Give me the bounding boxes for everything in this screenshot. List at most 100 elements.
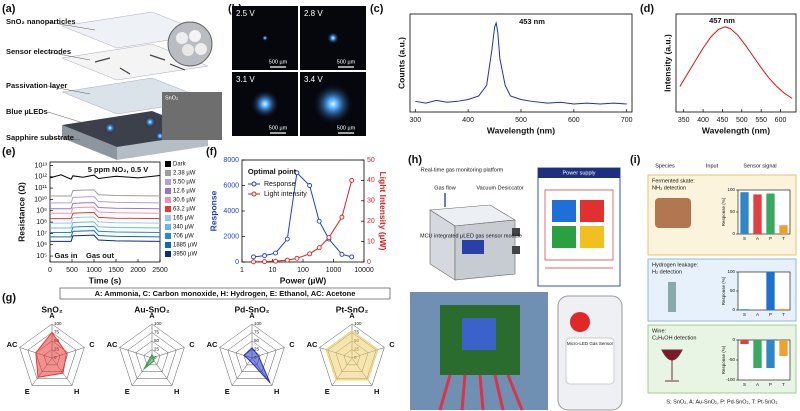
- category-label: A: [49, 311, 55, 320]
- legend-label: 12.6 µW: [173, 189, 196, 195]
- x-tick-label: 1: [240, 267, 244, 274]
- bar: [779, 340, 788, 356]
- connector: [512, 228, 520, 236]
- y-axis-label: Response (%): [721, 345, 726, 374]
- legend-swatch: [165, 251, 171, 257]
- category-label: E: [325, 387, 330, 396]
- r-tick-label: 25: [154, 347, 160, 352]
- x-tick-label: 1000: [86, 267, 102, 274]
- emission: [313, 84, 353, 124]
- category-label: H: [274, 387, 279, 396]
- panel-label: (d): [640, 3, 654, 15]
- annotation: 5 ppm NO₂, 0.5 V: [88, 165, 148, 174]
- x-tick-label: 700: [621, 117, 633, 124]
- marker: [339, 214, 345, 220]
- series-line: [50, 225, 161, 234]
- x-tick-label: 10000: [354, 267, 374, 274]
- annotation: Gas out: [86, 251, 114, 260]
- radar-spoke: [119, 347, 153, 359]
- caption-box: [59, 287, 391, 300]
- legend-swatch: [165, 197, 171, 203]
- legend-swatch: [165, 215, 171, 221]
- annotation: Gas in: [55, 251, 78, 260]
- x-tick-label: 400: [462, 117, 474, 124]
- column-header: Input: [706, 163, 719, 169]
- scale-bar-label: 500 µm: [269, 125, 288, 131]
- series-line: [415, 20, 627, 105]
- particle: [195, 43, 207, 55]
- device-schematic: SnO₂ SnO₂ nanoparticles Sensor electrode…: [6, 11, 222, 160]
- x-tick-label: S: [743, 382, 746, 387]
- category-label: C: [89, 340, 95, 349]
- x-tick-label: 2000: [130, 267, 146, 274]
- chamber-side: [454, 219, 516, 281]
- app-title: Micro-LED Gas Sensor: [567, 341, 614, 346]
- r-tick-label: 75: [154, 330, 160, 335]
- legend-label: 165 µW: [173, 216, 194, 222]
- scale-bar-label: 500 µm: [269, 59, 288, 65]
- r-tick-label: 100: [154, 321, 162, 326]
- y2-tick-label: 40: [367, 177, 375, 184]
- desiccator-label: Vacuum Desiccator: [476, 185, 523, 191]
- y-axis-label: Response (%): [721, 197, 726, 226]
- x-tick-label: 550: [755, 117, 767, 124]
- radar-area: [143, 353, 155, 370]
- series-line: [50, 196, 161, 204]
- x-tick-label: T: [782, 312, 785, 317]
- annotation: 457 nm: [709, 16, 735, 25]
- y-tick-label: 10⁸: [36, 219, 47, 226]
- bar: [753, 340, 762, 368]
- legend-label: 2.38 µW: [173, 171, 196, 177]
- series-line: [50, 221, 161, 229]
- legend-label: 63.2 µW: [173, 207, 196, 213]
- y-tick-label: 0: [732, 231, 735, 236]
- layer-label: Passivation layer: [6, 81, 67, 90]
- y-tick-label: 8000: [223, 157, 239, 164]
- r-tick-label: 50: [154, 338, 160, 343]
- marker: [316, 245, 322, 251]
- marker: [294, 170, 300, 176]
- radar-ring: [143, 349, 161, 366]
- x-tick-label: P: [769, 236, 772, 241]
- legend-label: 30.6 µW: [173, 198, 196, 204]
- y-tick-label: 100: [727, 269, 735, 274]
- y2-tick-label: 20: [367, 218, 375, 225]
- case-label: Fermented skate:: [652, 178, 695, 184]
- legend-swatch: [165, 233, 171, 239]
- y2-axis-label: Light Intensity (µW): [378, 171, 388, 250]
- marker: [326, 235, 332, 240]
- voltage-label: 3.1 V: [236, 75, 255, 84]
- y-tick-label: -50: [728, 357, 735, 362]
- radar-ring: [119, 323, 185, 386]
- legend-label: 706 µW: [173, 234, 194, 240]
- annotation: 453 nm: [519, 17, 545, 26]
- bar: [766, 340, 775, 368]
- series-line: [50, 234, 161, 242]
- marker: [294, 255, 300, 261]
- x-tick-label: 350: [678, 117, 690, 124]
- sensor-module: [462, 240, 484, 254]
- annotation: Optimal point: [248, 167, 297, 176]
- y-tick-label: 10⁹: [36, 208, 47, 215]
- r-tick-label: 100: [354, 321, 362, 326]
- marker: [339, 251, 345, 257]
- radar-area: [243, 347, 271, 384]
- y-tick-label: 0: [732, 307, 735, 312]
- led-glow: [144, 116, 156, 128]
- y-tick-label: 50: [730, 209, 736, 214]
- marker: [262, 253, 268, 259]
- radar-ring: [19, 323, 85, 386]
- x-tick-label: 500: [515, 117, 527, 124]
- led-photos: 2.5 V 2.8 V 3.1 V 3.4 V 500 µm 500 µm 50…: [232, 6, 366, 136]
- plot-frame: [409, 13, 633, 113]
- y2-tick-label: 0: [367, 259, 371, 266]
- radar-title: Pt-SnO₂: [336, 304, 369, 314]
- legend-swatch: [165, 170, 171, 176]
- legend-swatch: [165, 242, 171, 248]
- category-label: AC: [7, 340, 18, 349]
- y2-tick-label: 50: [367, 157, 375, 164]
- y-tick-label: 10¹²: [35, 174, 48, 181]
- marker: [349, 254, 355, 260]
- radar-area: [35, 331, 68, 378]
- x-tick-label: 1000: [326, 267, 342, 274]
